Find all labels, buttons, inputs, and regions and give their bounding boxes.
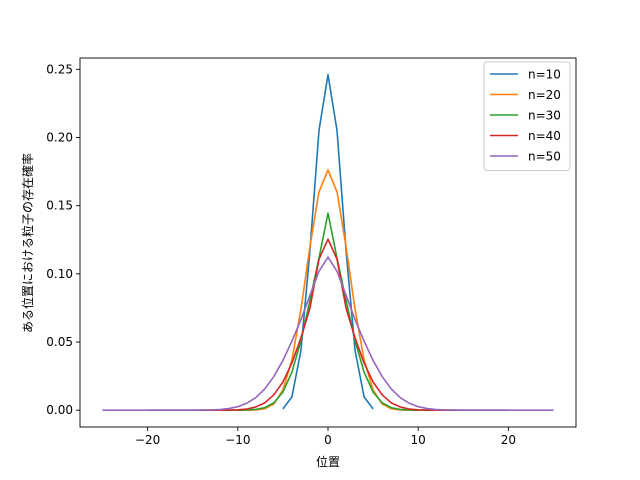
y-tick-label: 0.05 [46,335,73,349]
y-tick-label: 0.15 [46,199,73,213]
legend-label-n=50: n=50 [528,150,561,164]
legend: n=10 n=20 n=30 n=40 n=50 [483,61,571,171]
x-tick-label: −20 [135,433,160,447]
legend-label-n=40: n=40 [528,129,561,143]
series-line-n=20 [237,169,419,412]
x-axis-label: 位置 [316,454,340,469]
x-tick-label: 0 [324,433,332,447]
y-tick-label: 0.25 [46,62,73,76]
y-axis-ticks: 0.00 0.05 0.10 0.15 0.20 0.25 [46,62,80,417]
x-tick-label: 10 [411,433,426,447]
y-tick-label: 0.00 [46,403,73,417]
legend-label-n=10: n=10 [528,68,561,82]
series-line-n=10 [282,73,374,410]
x-axis-ticks: −20 −10 0 10 20 [135,427,516,447]
x-tick-label: 20 [501,433,516,447]
legend-label-n=20: n=20 [528,88,561,102]
series-line-n=50 [102,256,554,412]
y-axis-label: ある位置における粒子の存在確率 [20,153,35,333]
y-tick-label: 0.20 [46,131,73,145]
y-tick-label: 0.10 [46,267,73,281]
legend-box [483,61,571,171]
legend-label-n=30: n=30 [528,109,561,123]
plot-area [79,57,577,428]
x-tick-label: −10 [225,433,250,447]
